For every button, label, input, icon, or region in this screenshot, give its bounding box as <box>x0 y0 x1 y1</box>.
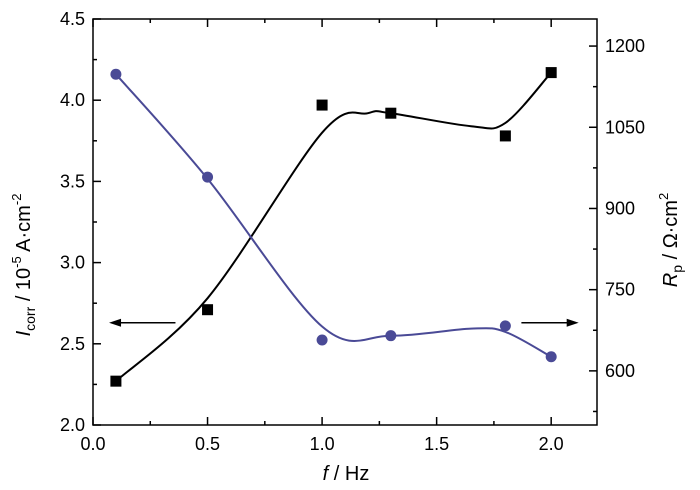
y-left-unit-exponent: -2 <box>9 194 24 206</box>
x-tick-label: 2.0 <box>539 434 564 454</box>
data-point-icorr <box>316 99 328 111</box>
annotation-arrows <box>109 318 579 327</box>
y-right-tick-label: 1050 <box>605 117 645 137</box>
data-point-icorr <box>385 107 397 119</box>
data-point-rp <box>202 171 214 183</box>
y-right-exponent: 2 <box>656 193 671 200</box>
y-left-tick-label: 4.0 <box>60 90 85 110</box>
arrow-left-head <box>109 318 122 327</box>
fit-curve-rp <box>115 73 552 358</box>
y-left-subscript: corr <box>22 306 38 330</box>
x-axis-title: f / Hz <box>323 463 370 485</box>
plot-border <box>92 18 598 426</box>
x-axis-unit: / Hz <box>328 463 369 485</box>
tick-labels: 0.0 0.5 1.0 1.5 2.0 2.0 2.5 3.0 3.5 4.0 4.5 600 750 9… <box>60 9 645 454</box>
x-tick-label: 1.5 <box>424 434 449 454</box>
data-point-rp <box>110 68 122 80</box>
x-axis-symbol: f <box>323 463 331 485</box>
data-point-rp <box>499 320 511 332</box>
x-tick-label: 0.5 <box>195 434 220 454</box>
y-left-tick-label: 3.5 <box>60 171 85 191</box>
x-tick-label: 0.0 <box>80 434 105 454</box>
y-right-subscript: p <box>669 265 685 273</box>
fit-curve-icorr <box>115 71 552 382</box>
arrow-right-head <box>566 318 579 327</box>
y-left-tick-label: 2.0 <box>60 415 85 435</box>
data-point-icorr <box>202 304 214 316</box>
y-left-tick-label: 4.5 <box>60 9 85 29</box>
data-point-rp <box>385 330 397 342</box>
plot-frame <box>92 18 598 426</box>
fit-curves <box>115 71 552 382</box>
y-right-unit: / Ω·cm <box>660 200 682 265</box>
axis-ticks <box>92 18 597 426</box>
data-point-icorr <box>110 375 122 387</box>
data-points <box>110 67 557 387</box>
x-tick-label: 1.0 <box>310 434 335 454</box>
y-right-tick-label: 600 <box>605 361 635 381</box>
y-left-tick-label: 2.5 <box>60 334 85 354</box>
data-point-rp <box>316 334 328 346</box>
y-left-tick-label: 3.0 <box>60 253 85 273</box>
y-right-tick-label: 900 <box>605 198 635 218</box>
y-right-axis-title: Rp / Ω·cm2 <box>656 193 685 287</box>
y-left-exponent: -5 <box>9 256 24 268</box>
y-left-symbol: I <box>13 330 35 336</box>
data-point-rp <box>545 351 557 363</box>
y-right-tick-label: 1200 <box>605 36 645 56</box>
y-left-axis-title: Icorr / 10-5 A·cm-2 <box>9 194 38 337</box>
y-right-symbol: R <box>660 273 682 287</box>
y-left-rest: / 10 <box>13 268 35 307</box>
data-point-icorr <box>545 67 557 79</box>
y-right-tick-label: 750 <box>605 280 635 300</box>
y-left-unit: A·cm <box>13 205 35 256</box>
data-point-icorr <box>499 130 511 142</box>
